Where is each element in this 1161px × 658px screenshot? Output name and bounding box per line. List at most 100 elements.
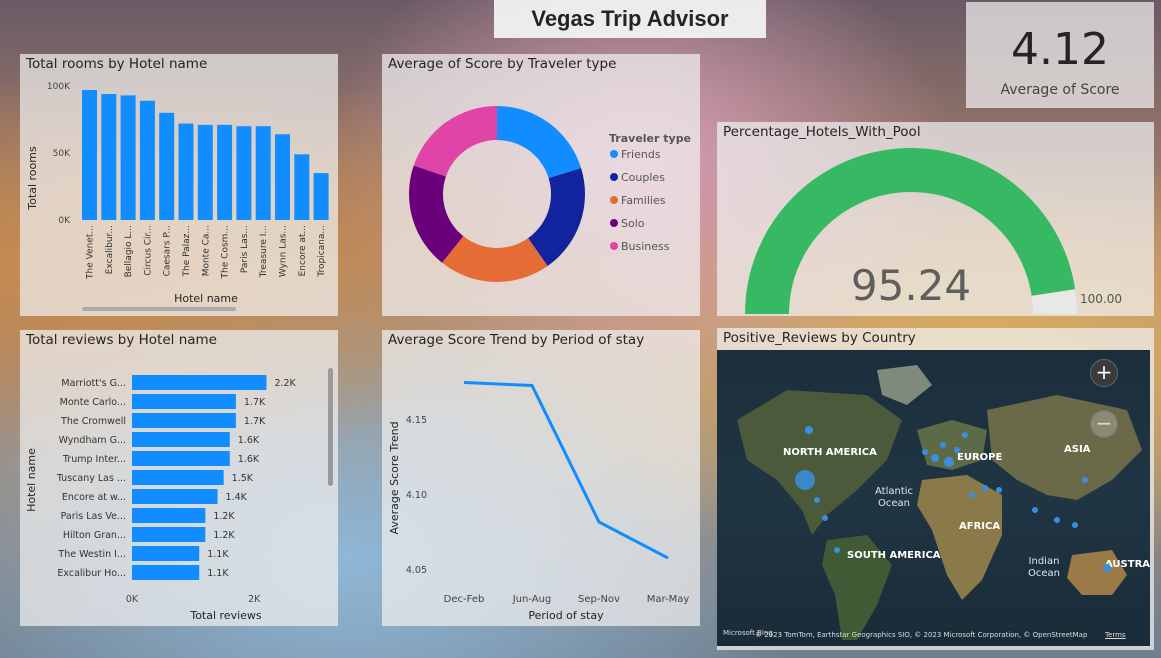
map-label-indian: Indian Ocean (1028, 556, 1060, 579)
rooms-bar (255, 126, 271, 220)
traveler-chart-title: Average of Score by Traveler type (388, 56, 617, 72)
map-bubbles (795, 426, 1111, 572)
map-bubble (822, 515, 828, 521)
rooms-y-axis-label: Total rooms (26, 146, 39, 211)
donut-legend-item: Couples (621, 171, 665, 184)
reviews-y-tick: Monte Carlo... (60, 397, 126, 408)
donut-legend-marker (610, 150, 618, 158)
map-brand-logo: Microsoft Bing (723, 629, 773, 637)
reviews-data-label: 2.2K (274, 378, 296, 389)
pool-gauge-panel[interactable]: Percentage_Hotels_With_Pool 95.24 100.00 (717, 122, 1154, 316)
trend-chart: 4.05 4.10 4.15 Dec-Feb Jun-Aug Sep-Nov Mar-May… (388, 381, 690, 622)
rooms-bar (178, 123, 194, 220)
reviews-data-label: 1.2K (213, 511, 235, 522)
rooms-bar (217, 124, 233, 220)
map-bubble (814, 497, 820, 503)
kpi-card[interactable]: 4.12 Average of Score (966, 2, 1154, 108)
trend-x-axis-label: Period of stay (528, 609, 604, 622)
traveler-chart-panel[interactable]: Average of Score by Traveler type Travel… (382, 54, 700, 316)
reviews-y-tick: Paris Las Ve... (61, 511, 126, 522)
rooms-chart-panel[interactable]: Total rooms by Hotel name 0K 50K 100K The V… (20, 54, 338, 316)
map-title: Positive_Reviews by Country (723, 330, 916, 346)
rooms-x-axis-label: Hotel name (174, 292, 238, 305)
pool-gauge-title: Percentage_Hotels_With_Pool (723, 124, 921, 140)
land-north-america (737, 390, 902, 535)
rooms-bar (101, 94, 117, 220)
rooms-x-tick: Caesars P... (163, 225, 173, 276)
reviews-chart-title: Total reviews by Hotel name (26, 332, 217, 348)
map-zoom-in-button[interactable]: + (1090, 359, 1118, 387)
map-bubble (1082, 477, 1088, 483)
rooms-x-tick: Wynn Las... (279, 225, 289, 277)
reviews-y-tick: The Cromwell (60, 416, 126, 427)
map-bubble (1054, 517, 1060, 523)
reviews-y-tick: Excalibur Ho... (57, 568, 126, 579)
pool-gauge-chart: 95.24 100.00 (745, 148, 1122, 314)
reviews-x-tick: 0K (126, 594, 139, 605)
map-label-europe: EUROPE (957, 452, 1003, 463)
map-bubble (922, 449, 928, 455)
donut-slice (413, 106, 497, 177)
trend-chart-panel[interactable]: Average Score Trend by Period of stay 4.… (382, 330, 700, 626)
rooms-bar (236, 126, 252, 220)
reviews-y-tick: Hilton Gran... (63, 530, 126, 541)
world-map[interactable]: NORTH AMERICA EUROPE ASIA Atlantic Ocean… (717, 350, 1150, 646)
reviews-bar (132, 489, 218, 504)
map-bubble (834, 547, 840, 553)
land-africa (917, 475, 1002, 600)
trend-x-tick: Jun-Aug (512, 594, 552, 605)
gauge-value: 95.24 (851, 261, 971, 310)
reviews-data-label: 1.1K (207, 549, 229, 560)
map-terms-link[interactable]: Terms (1105, 631, 1126, 639)
rooms-bar (159, 112, 175, 220)
reviews-bar (132, 527, 206, 542)
map-bubble (996, 487, 1002, 493)
trend-x-tick: Dec-Feb (444, 594, 485, 605)
map-bubble (940, 442, 946, 448)
reviews-scrollbar[interactable] (328, 368, 333, 486)
traveler-donut-chart: Traveler type Friends Couples Families Solo B… (409, 106, 691, 282)
rooms-y-tick: 100K (47, 82, 71, 92)
donut-slice (497, 106, 582, 179)
rooms-x-tick: Circus Cir... (143, 225, 153, 276)
donut-slice (442, 236, 548, 282)
reviews-data-label: 1.7K (244, 416, 266, 427)
trend-chart-title: Average Score Trend by Period of stay (388, 332, 645, 348)
map-zoom-out-button[interactable]: − (1090, 410, 1118, 438)
trend-x-tick: Mar-May (647, 594, 690, 605)
kpi-value: 4.12 (1011, 24, 1109, 75)
reviews-y-tick: The Westin I... (57, 549, 126, 560)
gauge-fill (745, 148, 1076, 314)
reviews-data-label: 1.5K (232, 473, 254, 484)
reviews-y-tick: Tuscany Las ... (56, 473, 126, 484)
gauge-max-label: 100.00 (1080, 292, 1122, 306)
donut-legend-item: Families (621, 194, 666, 207)
map-bubble (962, 432, 968, 438)
donut-slice (409, 165, 464, 263)
reviews-data-label: 1.4K (226, 492, 248, 503)
trend-x-tick: Sep-Nov (578, 594, 620, 605)
reviews-chart-panel[interactable]: Total reviews by Hotel name Marriott's G… (20, 330, 338, 626)
reviews-bar (132, 432, 230, 447)
map-bubble (1032, 507, 1038, 513)
land-greenland (877, 365, 932, 405)
rooms-x-tick: Excalibur... (105, 225, 115, 274)
rooms-scrollbar (82, 307, 236, 311)
reviews-x-tick: 2K (248, 594, 261, 605)
map-bubble (944, 457, 954, 467)
map-label-south-america: SOUTH AMERICA (847, 550, 941, 561)
dashboard-title: Vegas Trip Advisor (494, 0, 766, 38)
map-attribution: © 2023 TomTom, Earthstar Geographics SIO… (755, 631, 1088, 639)
reviews-data-label: 1.6K (238, 454, 260, 465)
trend-y-tick: 4.05 (406, 565, 427, 576)
map-bubble (795, 470, 815, 490)
map-label-africa: AFRICA (959, 521, 1001, 532)
reviews-bar (132, 375, 267, 390)
map-bubble (931, 454, 939, 462)
map-bubble (982, 485, 988, 491)
rooms-x-tick: Tropicana... (317, 225, 327, 278)
map-label-asia: ASIA (1064, 444, 1091, 455)
donut-legend-marker (610, 196, 618, 204)
reviews-y-tick: Wyndham G... (59, 435, 126, 446)
rooms-x-tick: Paris Las... (240, 225, 250, 273)
